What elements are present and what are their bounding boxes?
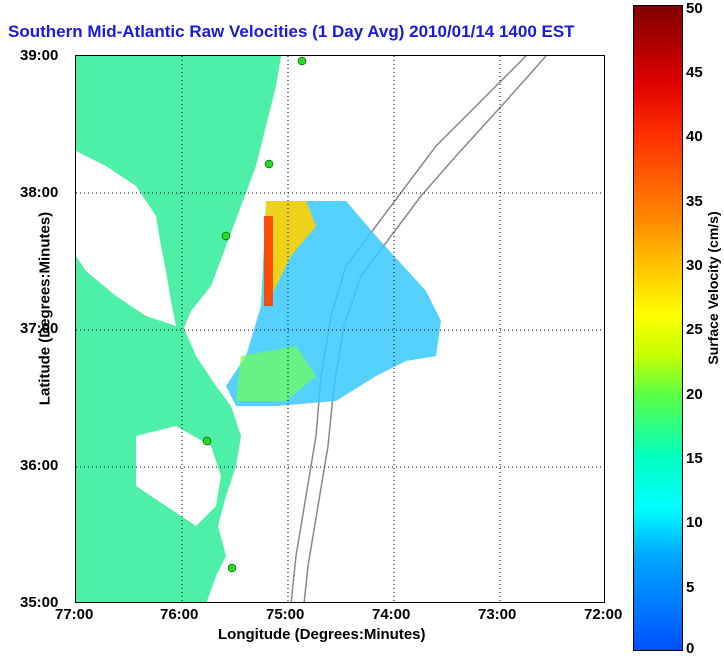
colorbar-label: Surface Velocity (cm/s)	[705, 211, 721, 365]
map-canvas	[76, 56, 604, 602]
x-tick-label: 74:00	[372, 606, 411, 623]
velocity-field-green	[236, 346, 316, 401]
velocity-field-red	[264, 216, 273, 306]
x-tick-label: 75:00	[266, 606, 305, 623]
colorbar-tick: 40	[686, 128, 703, 145]
x-tick-label: 77:00	[55, 606, 94, 623]
x-axis-label: Longitude (Degrees:Minutes)	[218, 626, 426, 643]
radar-station	[297, 56, 307, 66]
land-mass	[76, 56, 281, 602]
colorbar-tick: 30	[686, 257, 703, 274]
colorbar-tick: 35	[686, 193, 703, 210]
y-axis-label: Latitude (Degrees:Minutes)	[36, 211, 54, 406]
colorbar-tick: 0	[686, 640, 695, 657]
radar-station	[264, 159, 274, 169]
colorbar	[633, 5, 683, 651]
y-tick-label: 37:00	[20, 320, 59, 337]
colorbar-tick: 5	[686, 579, 695, 596]
y-tick-label: 36:00	[20, 457, 59, 474]
map-title: Southern Mid-Atlantic Raw Velocities (1 …	[8, 22, 575, 41]
colorbar-tick: 20	[686, 386, 703, 403]
sound-water	[136, 426, 221, 526]
x-tick-label: 73:00	[478, 606, 517, 623]
colorbar-tick: 50	[686, 0, 703, 17]
radar-station	[227, 563, 237, 573]
colorbar-tick: 25	[686, 321, 703, 338]
velocity-field-high	[266, 201, 316, 306]
bay-water	[76, 151, 176, 326]
colorbar-tick: 15	[686, 450, 703, 467]
radar-station	[202, 436, 212, 446]
x-tick-label: 72:00	[584, 606, 623, 623]
y-tick-label: 35:00	[20, 594, 59, 611]
grid-lines	[76, 56, 604, 602]
map-plot-area[interactable]	[75, 55, 605, 603]
colorbar-tick: 45	[686, 64, 703, 81]
radar-station	[221, 231, 231, 241]
x-tick-label: 76:00	[160, 606, 199, 623]
y-tick-label: 39:00	[20, 47, 59, 64]
colorbar-tick: 10	[686, 514, 703, 531]
y-tick-label: 38:00	[20, 184, 59, 201]
